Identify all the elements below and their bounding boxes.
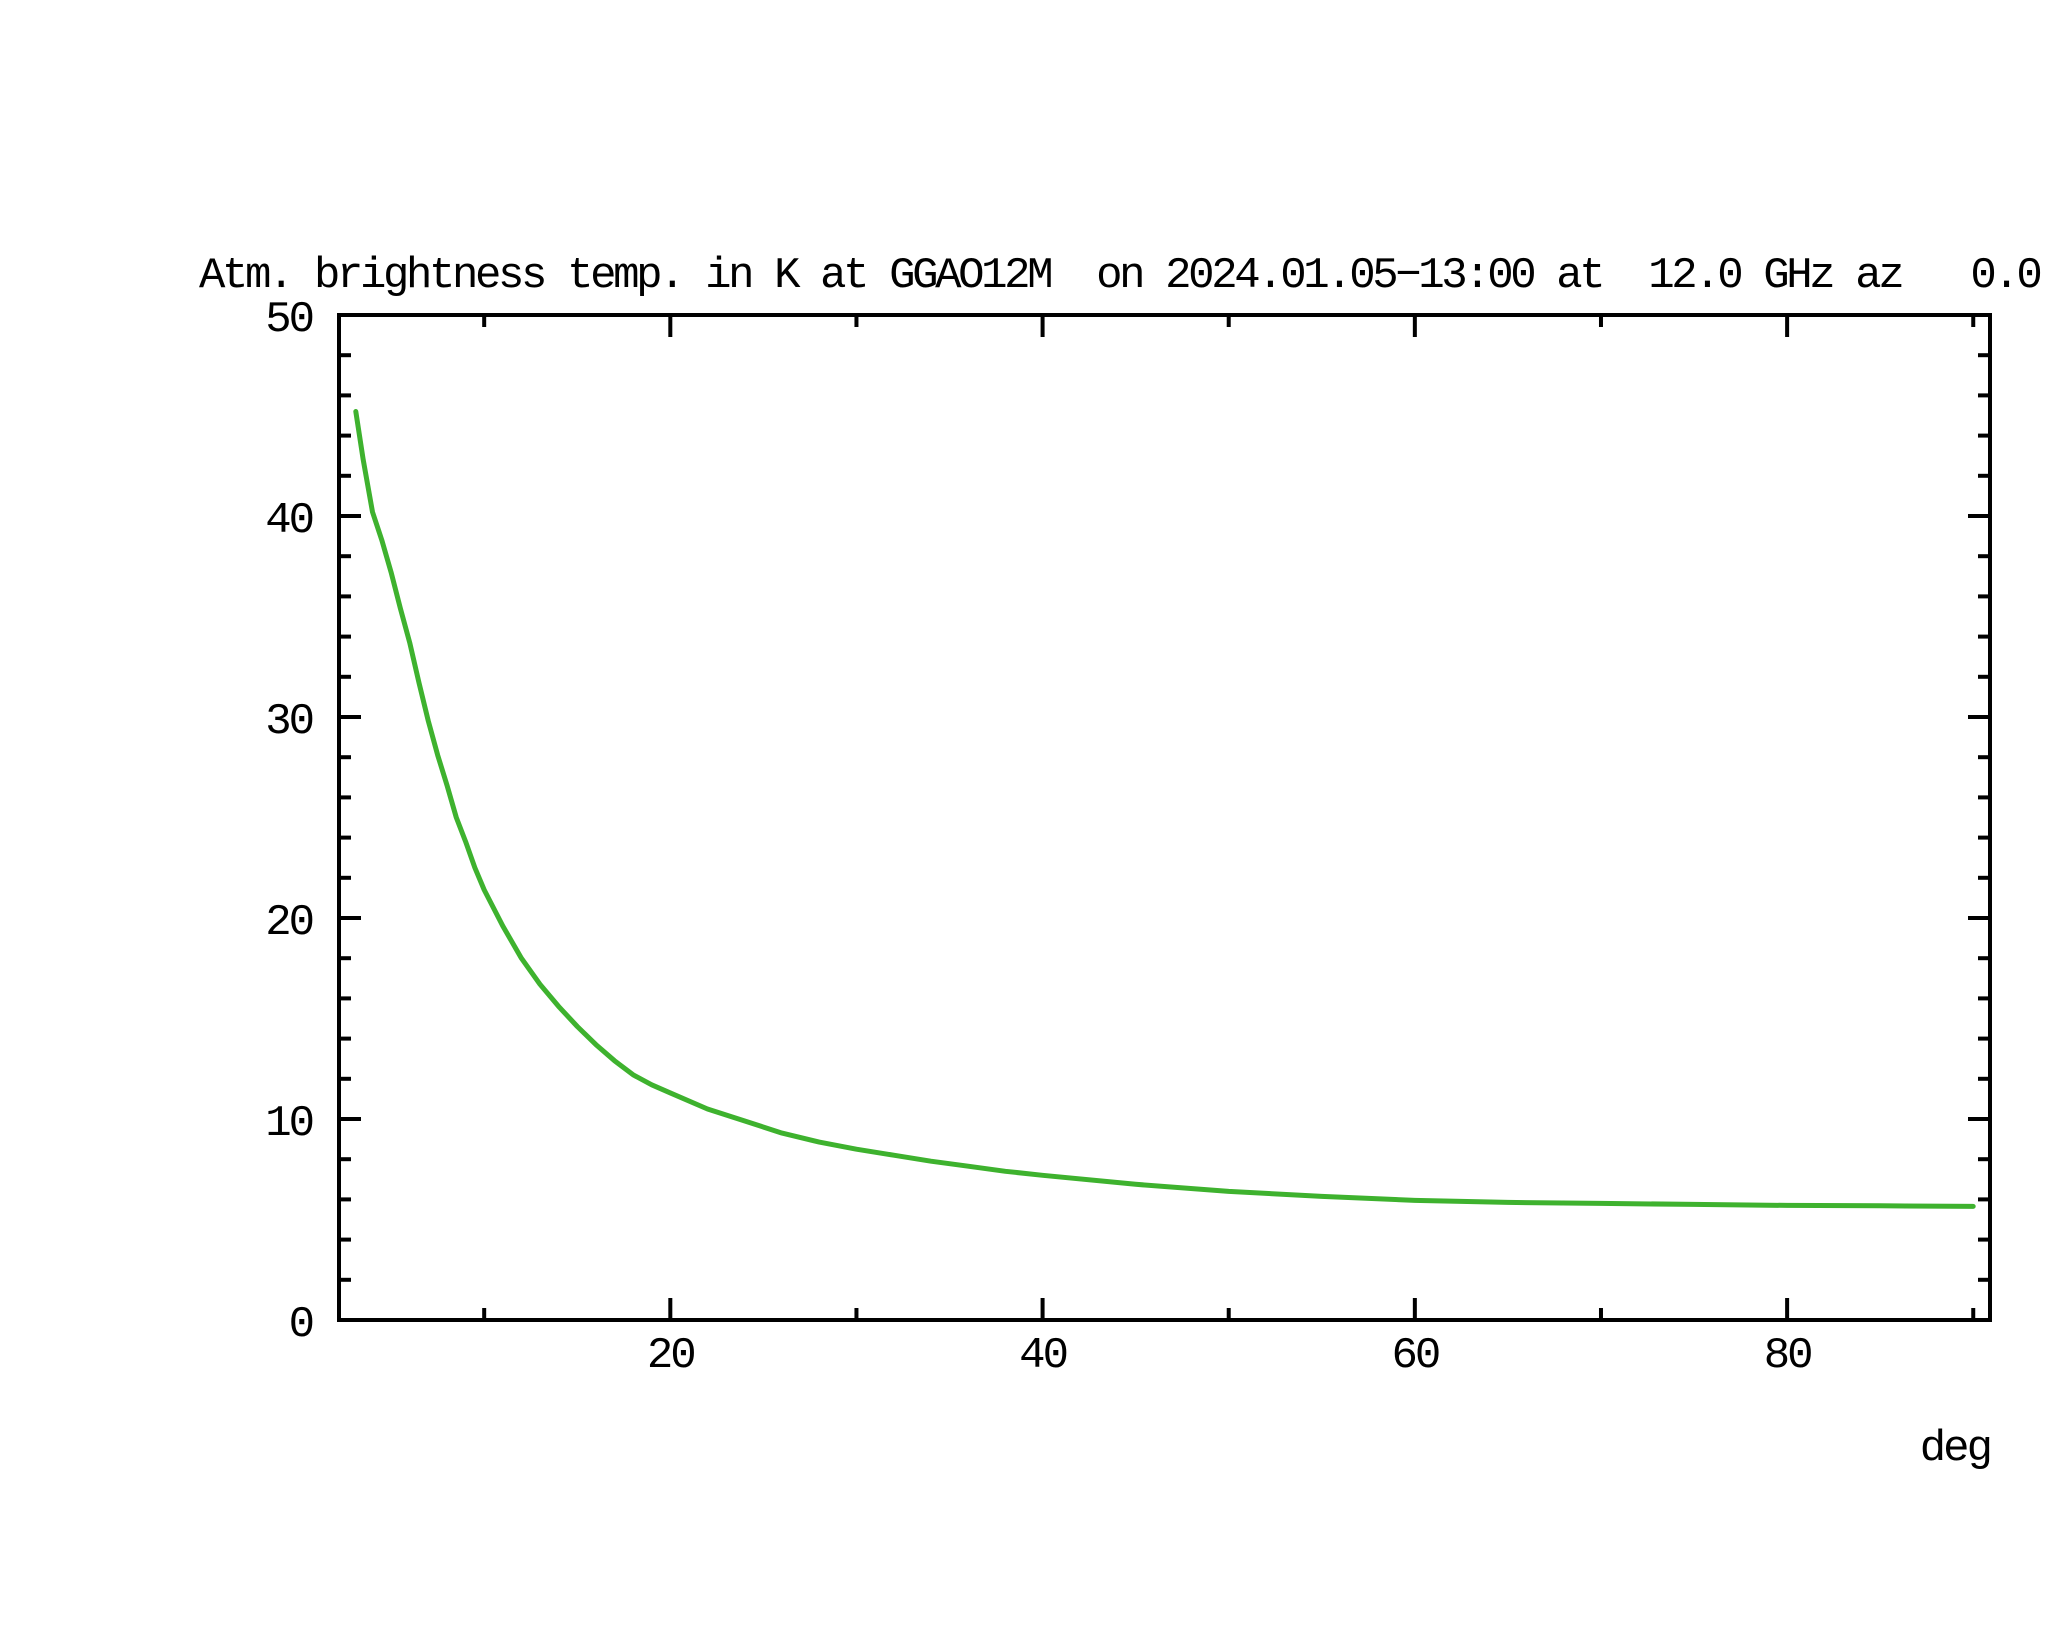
y-tick-label: 0: [289, 1300, 313, 1350]
axis-ticks: [339, 313, 1990, 1322]
x-tick-label: 40: [1019, 1331, 1066, 1381]
x-tick-label: 60: [1391, 1331, 1438, 1381]
axis-tick-labels: 20 40 60 80 0 10 20 30 40 50: [265, 295, 1814, 1381]
x-axis-unit-label: deg: [1919, 1424, 1993, 1474]
x-tick-label: 80: [1764, 1331, 1811, 1381]
data-curve: [353, 409, 1976, 1209]
plot-frame: [337, 313, 1992, 1322]
y-tick-label: 40: [265, 496, 312, 546]
x-tick-label: 20: [647, 1331, 694, 1381]
y-tick-label: 30: [265, 697, 312, 747]
y-tick-label: 50: [265, 295, 312, 345]
y-tick-label: 10: [265, 1099, 312, 1149]
y-tick-label: 20: [265, 898, 312, 948]
chart-title: Atm. brightness temp. in K at GGAO12M on…: [199, 251, 2043, 301]
